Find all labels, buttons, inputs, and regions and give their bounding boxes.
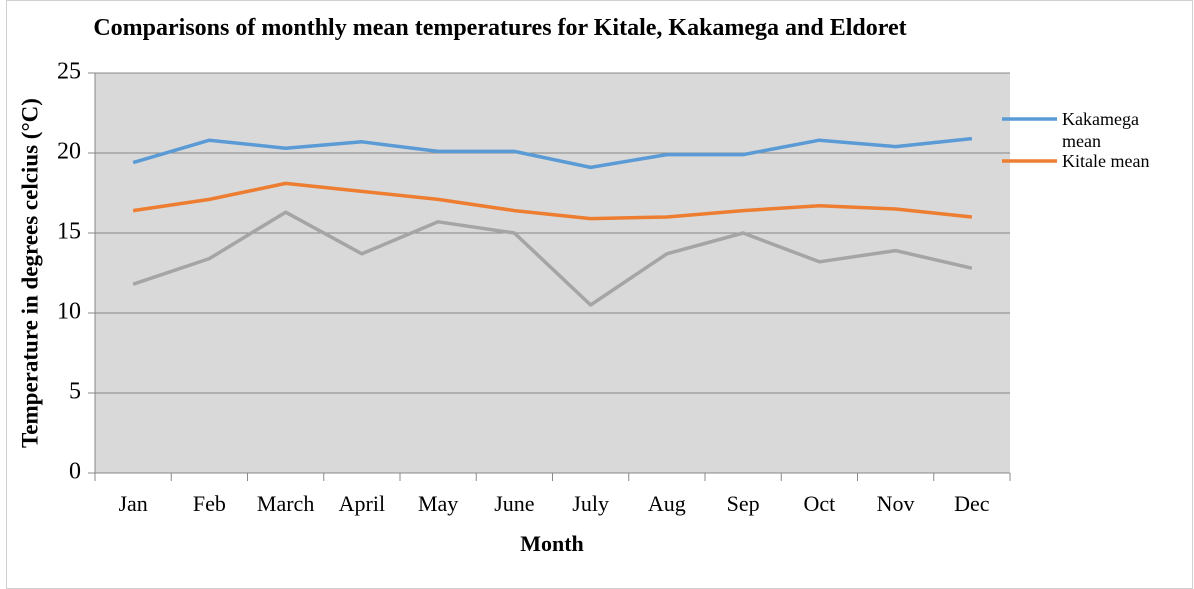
y-axis-label: Temperature in degrees celcius (°C): [17, 98, 42, 448]
y-tick-label: 20: [57, 139, 81, 165]
x-tick-label: Nov: [877, 491, 915, 516]
legend-label: Kitale mean: [1062, 151, 1150, 171]
x-tick-label: Feb: [193, 491, 226, 516]
x-axis-label: Month: [520, 531, 584, 556]
x-tick-label: Oct: [803, 491, 835, 516]
x-tick-label: Aug: [648, 491, 686, 516]
series-line: [132, 136, 973, 170]
x-tick-label: April: [339, 491, 385, 516]
chart-title: Comparisons of monthly mean temperatures…: [93, 15, 907, 41]
y-tick-label: 10: [57, 299, 81, 325]
x-tick-label: March: [257, 491, 314, 516]
y-tick-label: 5: [69, 379, 81, 405]
x-tick-label: Dec: [954, 491, 990, 516]
series-line: [132, 181, 973, 221]
x-tick-label: Jan: [118, 491, 147, 516]
x-tick-label: Sep: [727, 491, 760, 516]
legend-label: Kakamega mean: [1062, 109, 1139, 151]
y-tick-label: 15: [57, 219, 81, 245]
x-tick-label: June: [494, 491, 534, 516]
x-tick-label: July: [572, 491, 609, 516]
y-tick-label: 25: [57, 59, 81, 85]
series-line: [132, 210, 973, 307]
x-tick-label: May: [418, 491, 458, 516]
plot-area: [95, 73, 1010, 473]
y-tick-label: 0: [69, 459, 81, 485]
